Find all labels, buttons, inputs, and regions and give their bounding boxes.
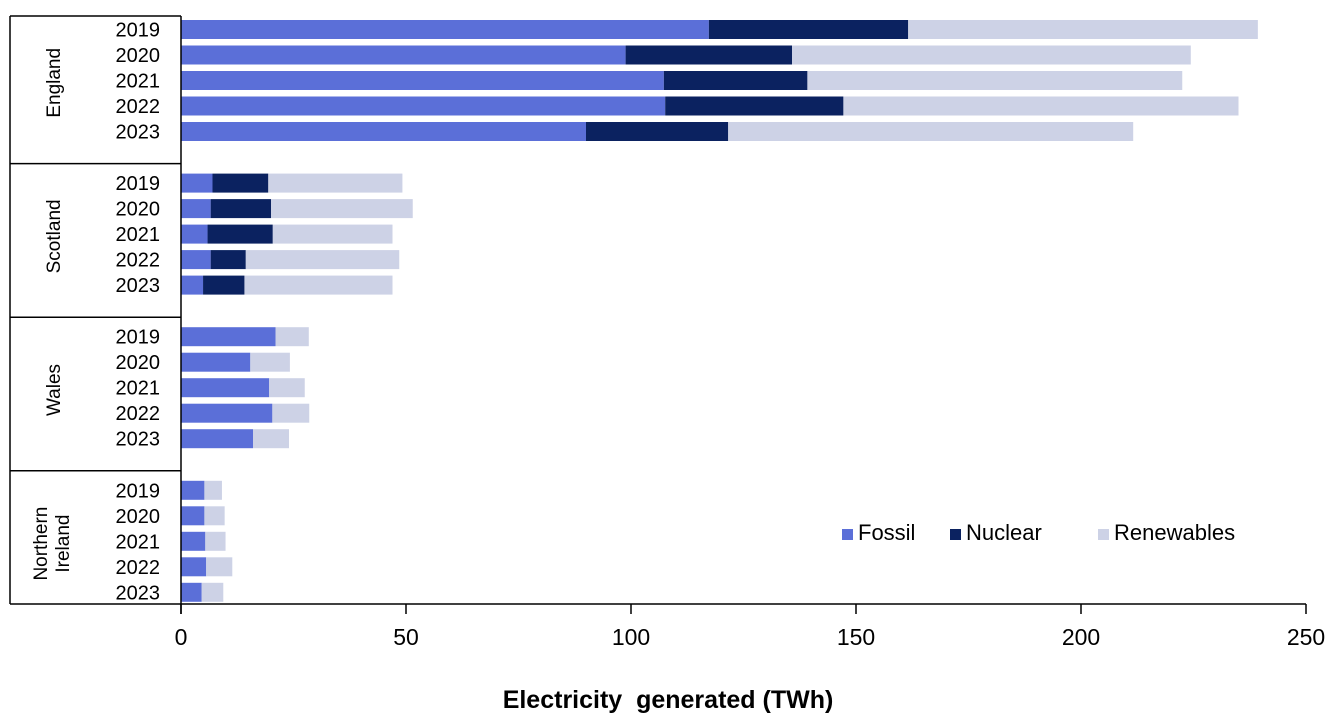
bar-wales-2020-renewables <box>250 352 290 372</box>
bar-england-2019-fossil <box>181 20 709 39</box>
bar-scotland-2021-renewables <box>272 224 393 244</box>
bar-wales-2020-fossil <box>181 352 251 372</box>
bars-layer <box>181 20 1258 602</box>
bar-england-2023-renewables <box>728 122 1134 141</box>
bar-wales-2023-renewables <box>253 429 289 449</box>
bar-scotland-2021-nuclear <box>207 224 273 244</box>
bar-england-2022-nuclear <box>665 96 844 116</box>
year-label: 2022 <box>116 557 161 579</box>
year-label: 2023 <box>116 275 161 297</box>
legend-label-fossil: Fossil <box>858 520 915 545</box>
year-label: 2020 <box>116 352 161 374</box>
year-label: 2023 <box>116 429 161 451</box>
bar-england-2020-renewables <box>792 45 1191 65</box>
bar-northern-ireland-2023-renewables <box>201 582 224 602</box>
bar-england-2022-renewables <box>843 96 1239 116</box>
bar-northern-ireland-2019-fossil <box>181 480 205 500</box>
year-label: 2019 <box>116 480 161 502</box>
year-label: 2022 <box>116 250 161 272</box>
bar-england-2019-nuclear <box>708 20 909 39</box>
bar-england-2022-fossil <box>181 96 666 116</box>
bar-scotland-2019-renewables <box>268 173 403 193</box>
bar-scotland-2023-nuclear <box>203 275 245 295</box>
bar-scotland-2022-nuclear <box>210 250 246 270</box>
bar-england-2023-nuclear <box>586 122 729 141</box>
labels-layer: 2019 2020 2021 2022 2023 England 2019 2020 2021 2… <box>31 20 160 605</box>
bar-northern-ireland-2022-renewables <box>206 557 233 577</box>
bar-wales-2022-fossil <box>181 403 273 423</box>
bar-wales-2019-renewables <box>275 327 309 347</box>
bar-scotland-2023-fossil <box>181 275 204 295</box>
year-label: 2022 <box>116 403 161 425</box>
bar-wales-2022-renewables <box>272 403 310 423</box>
bar-england-2021-nuclear <box>663 71 808 90</box>
year-label: 2020 <box>116 45 161 67</box>
bar-northern-ireland-2020-renewables <box>204 506 225 526</box>
bar-wales-2021-renewables <box>269 378 305 398</box>
year-label: 2019 <box>116 327 161 349</box>
legend-swatch-fossil <box>842 529 853 540</box>
bar-scotland-2023-renewables <box>244 275 393 295</box>
bar-wales-2021-fossil <box>181 378 270 398</box>
bar-northern-ireland-2021-renewables <box>205 531 226 551</box>
year-label: 2019 <box>116 20 161 42</box>
x-tick-label: 150 <box>837 624 875 650</box>
group-label-england: England <box>44 48 65 118</box>
year-label: 2019 <box>116 173 161 195</box>
year-label: 2023 <box>116 122 161 144</box>
bar-scotland-2020-renewables <box>271 199 413 219</box>
year-label: 2021 <box>116 531 161 553</box>
year-label: 2022 <box>116 96 161 118</box>
year-label: 2021 <box>116 224 161 246</box>
x-tick-label: 100 <box>612 624 650 650</box>
bar-scotland-2020-fossil <box>181 199 211 219</box>
group-label-scotland: Scotland <box>44 199 65 273</box>
x-axis-label: Electricity generated (TWh) <box>503 686 834 714</box>
bar-northern-ireland-2022-fossil <box>181 557 207 577</box>
x-tick-label: 250 <box>1287 624 1325 650</box>
year-label: 2021 <box>116 71 161 93</box>
x-tick-label: 0 <box>175 624 188 650</box>
bar-northern-ireland-2021-fossil <box>181 531 206 551</box>
bar-england-2019-renewables <box>908 20 1258 39</box>
legend-label-renewables: Renewables <box>1114 520 1235 545</box>
legend: Fossil Nuclear Renewables <box>842 520 1235 545</box>
bar-england-2023-fossil <box>181 122 586 141</box>
bar-england-2021-fossil <box>181 71 664 90</box>
bar-northern-ireland-2019-renewables <box>204 480 222 500</box>
x-tick-label: 50 <box>393 624 419 650</box>
bar-england-2020-fossil <box>181 45 626 65</box>
year-label: 2023 <box>116 582 161 604</box>
bar-scotland-2022-renewables <box>245 250 400 270</box>
bar-northern-ireland-2020-fossil <box>181 506 205 526</box>
x-tick-label: 200 <box>1062 624 1100 650</box>
bar-northern-ireland-2023-fossil <box>181 582 202 602</box>
group-label-northern-ireland: NorthernIreland <box>31 507 74 581</box>
bar-scotland-2019-fossil <box>181 173 213 193</box>
year-label: 2020 <box>116 199 161 221</box>
bar-wales-2023-fossil <box>181 429 253 449</box>
legend-label-nuclear: Nuclear <box>966 520 1042 545</box>
bar-england-2020-nuclear <box>625 45 793 65</box>
year-label: 2020 <box>116 506 161 528</box>
legend-swatch-renewables <box>1098 529 1109 540</box>
axes-layer: 0 50 100 150 200 250 <box>9 15 1325 650</box>
bar-wales-2019-fossil <box>181 327 276 347</box>
bar-scotland-2022-fossil <box>181 250 211 270</box>
year-label: 2021 <box>116 378 161 400</box>
bar-scotland-2019-nuclear <box>212 173 269 193</box>
legend-swatch-nuclear <box>950 529 961 540</box>
bar-scotland-2021-fossil <box>181 224 208 244</box>
bar-scotland-2020-nuclear <box>210 199 271 219</box>
bar-england-2021-renewables <box>807 71 1183 90</box>
group-label-wales: Wales <box>44 364 65 416</box>
